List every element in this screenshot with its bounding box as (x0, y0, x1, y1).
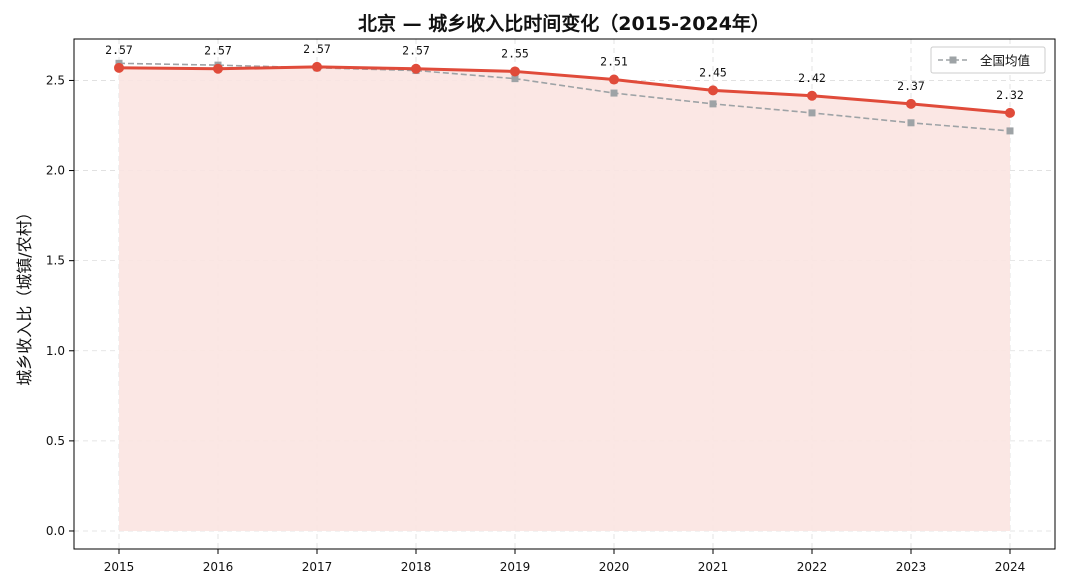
point-national-average (907, 119, 915, 127)
y-tick-label: 0.5 (46, 434, 65, 448)
data-label-layer: 2.57 2.57 2.57 2.57 2.55 2.51 2.45 2.42 2.37 2.32 (105, 42, 1024, 102)
x-tick-label: 2021 (698, 560, 729, 574)
point-beijing (1005, 107, 1015, 118)
point-national-average (511, 75, 519, 83)
point-beijing (312, 61, 322, 72)
axis-layer: 2015 2016 2017 2018 2019 2020 2021 2022 2023 2024… (46, 38, 1056, 574)
legend-box (930, 46, 1046, 74)
x-tick-label: 2022 (797, 560, 828, 574)
y-axis-label: 城乡收入比（城镇/农村） (15, 204, 34, 385)
legend-label-national: 全国均值 (980, 53, 1030, 68)
y-tick-label: 2.0 (46, 164, 65, 178)
point-beijing (906, 98, 916, 109)
x-tick-label: 2017 (302, 560, 333, 574)
point-beijing (213, 63, 223, 74)
point-beijing (807, 90, 817, 101)
data-label: 2.45 (699, 65, 727, 79)
point-national-average (709, 100, 717, 108)
x-tick-label: 2024 (995, 560, 1026, 574)
x-tick-label: 2023 (896, 560, 927, 574)
x-tick-label: 2018 (401, 560, 432, 574)
series-line-beijing (118, 65, 1011, 115)
data-label: 2.32 (996, 88, 1024, 102)
legend: 全国均值 (930, 46, 1046, 74)
area-fill (119, 66, 1010, 531)
data-label: 2.37 (897, 79, 925, 93)
y-tick-label: 1.5 (46, 254, 65, 268)
data-label: 2.55 (501, 46, 529, 60)
y-tick-label: 0.0 (46, 524, 65, 538)
point-national-average (808, 109, 816, 117)
point-beijing (114, 62, 124, 73)
point-beijing (510, 66, 520, 77)
y-tick-label: 2.5 (46, 73, 65, 87)
x-tick-label: 2019 (500, 560, 531, 574)
y-tick-label: 1.0 (46, 344, 65, 358)
x-tick-label: 2016 (203, 560, 234, 574)
data-label: 2.57 (204, 44, 232, 58)
plot-frame (73, 38, 1056, 550)
data-label: 2.57 (402, 44, 430, 58)
data-label: 2.51 (600, 55, 628, 69)
data-label: 2.57 (105, 43, 133, 57)
data-label: 2.57 (303, 42, 331, 56)
point-beijing (411, 63, 421, 74)
data-label: 2.42 (798, 71, 826, 85)
x-tick-label: 2020 (599, 560, 630, 574)
area-fill-layer (119, 66, 1010, 531)
legend-marker-national (949, 56, 957, 64)
point-national-average (610, 89, 618, 97)
series-layer (114, 59, 1015, 135)
point-national-average (1006, 127, 1014, 135)
chart-title: 北京 — 城乡收入比时间变化（2015-2024年） (358, 12, 770, 35)
point-beijing (609, 74, 619, 85)
x-tick-label: 2015 (104, 560, 135, 574)
point-beijing (708, 85, 718, 96)
